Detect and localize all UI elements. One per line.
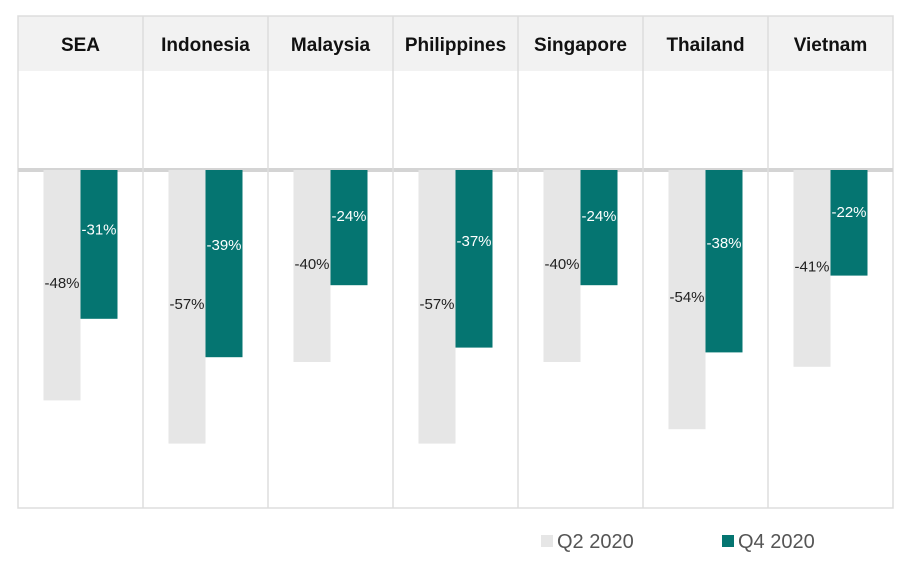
bar-q2-2020-singapore: [543, 170, 581, 362]
category-label-thailand: Thailand: [666, 35, 744, 56]
bars: [43, 170, 868, 444]
value-label-q4-2020-singapore: -24%: [581, 208, 616, 225]
value-label-q2-2020-malaysia: -40%: [294, 256, 329, 273]
bar-q2-2020-indonesia: [168, 170, 206, 444]
value-label-q4-2020-indonesia: -39%: [206, 237, 241, 254]
value-label-q4-2020-sea: -31%: [81, 222, 116, 239]
bar-q4-2020-vietnam: [830, 170, 868, 276]
category-label-malaysia: Malaysia: [291, 35, 371, 56]
legend-label-q2-2020: Q2 2020: [557, 531, 634, 553]
value-label-q4-2020-thailand: -38%: [706, 235, 741, 252]
value-label-q2-2020-philippines: -57%: [419, 296, 454, 313]
value-label-q4-2020-vietnam: -22%: [831, 204, 866, 221]
bar-q4-2020-singapore: [580, 170, 618, 286]
bar-q4-2020-indonesia: [205, 170, 243, 358]
bar-q2-2020-philippines: [418, 170, 456, 444]
value-label-q4-2020-philippines: -37%: [456, 233, 491, 250]
value-labels: SEA -48% -31% Indonesia -57% -39% Malaysia -40%…: [44, 35, 867, 313]
legend-swatch-q4-2020: [722, 535, 734, 547]
category-label-vietnam: Vietnam: [794, 35, 868, 56]
category-label-philippines: Philippines: [405, 35, 506, 56]
bar-q2-2020-sea: [43, 170, 81, 401]
value-label-q2-2020-sea: -48%: [44, 275, 79, 292]
header-band: [18, 16, 893, 71]
bar-q4-2020-sea: [80, 170, 118, 319]
legend-label-q4-2020: Q4 2020: [738, 531, 815, 553]
value-label-q2-2020-thailand: -54%: [669, 289, 704, 306]
category-panels: [17, 15, 894, 509]
bar-q4-2020-thailand: [705, 170, 743, 353]
bar-q2-2020-malaysia: [293, 170, 331, 362]
value-label-q2-2020-vietnam: -41%: [794, 258, 829, 275]
legend-swatch-q2-2020: [541, 535, 553, 547]
legend-item-q4-2020: Q4 2020: [722, 531, 815, 553]
bar-q2-2020-vietnam: [793, 170, 831, 367]
bar-q4-2020-philippines: [455, 170, 493, 348]
value-label-q2-2020-indonesia: -57%: [169, 296, 204, 313]
bar-q4-2020-malaysia: [330, 170, 368, 286]
legend-item-q2-2020: Q2 2020: [541, 531, 634, 553]
legend: Q2 2020 Q4 2020: [541, 531, 815, 553]
value-label-q4-2020-malaysia: -24%: [331, 208, 366, 225]
value-label-q2-2020-singapore: -40%: [544, 256, 579, 273]
category-label-indonesia: Indonesia: [161, 35, 250, 56]
chart-frame: [17, 15, 894, 509]
bar-q2-2020-thailand: [668, 170, 706, 430]
category-label-sea: SEA: [61, 35, 100, 56]
category-label-singapore: Singapore: [534, 35, 627, 56]
